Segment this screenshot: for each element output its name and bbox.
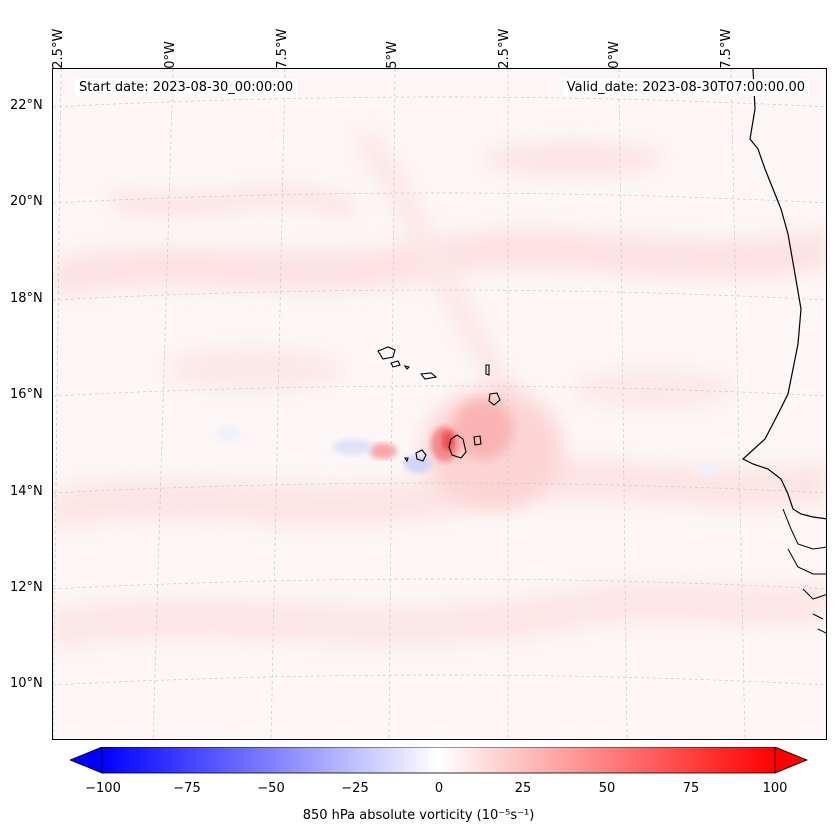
colorbar-title: 850 hPa absolute vorticity (10⁻⁵s⁻¹) <box>302 808 535 823</box>
vorticity-map <box>52 68 827 740</box>
cape-verde-islands <box>377 346 501 463</box>
lat-label-12n: 12°N <box>10 580 43 595</box>
start-date-label: Start date: 2023-08-30_00:00:00 <box>75 79 298 96</box>
lat-label-18n: 18°N <box>10 291 43 306</box>
vorticity-core <box>216 389 720 509</box>
lat-label-20n: 20°N <box>10 194 43 209</box>
valid-date-label: Valid_date: 2023-08-30T07:00:00.00 <box>562 79 809 96</box>
colorbar-tick-m100: −100 <box>85 781 121 796</box>
colorbar-low-extend <box>70 747 103 774</box>
africa-coastline-south <box>782 508 826 634</box>
lat-label-22n: 22°N <box>10 98 43 113</box>
colorbar-ramp <box>101 747 776 774</box>
colorbar-tick-m25: −25 <box>341 781 369 796</box>
colorbar-tick-m50: −50 <box>257 781 285 796</box>
colorbar-high-extend <box>774 747 809 774</box>
colorbar-tick-25: 25 <box>514 781 532 796</box>
graticule <box>53 69 826 739</box>
colorbar-tick-0: 0 <box>434 781 444 796</box>
map-canvas <box>53 69 826 739</box>
colorbar-tick-100: 100 <box>762 781 788 796</box>
africa-coastline <box>741 69 826 520</box>
lat-label-10n: 10°N <box>10 676 43 691</box>
colorbar-tick-m75: −75 <box>173 781 201 796</box>
lat-label-14n: 14°N <box>10 484 43 499</box>
colorbar-tick-50: 50 <box>598 781 616 796</box>
lat-label-16n: 16°N <box>10 387 43 402</box>
colorbar-tick-75: 75 <box>682 781 700 796</box>
colorbar <box>70 747 809 774</box>
